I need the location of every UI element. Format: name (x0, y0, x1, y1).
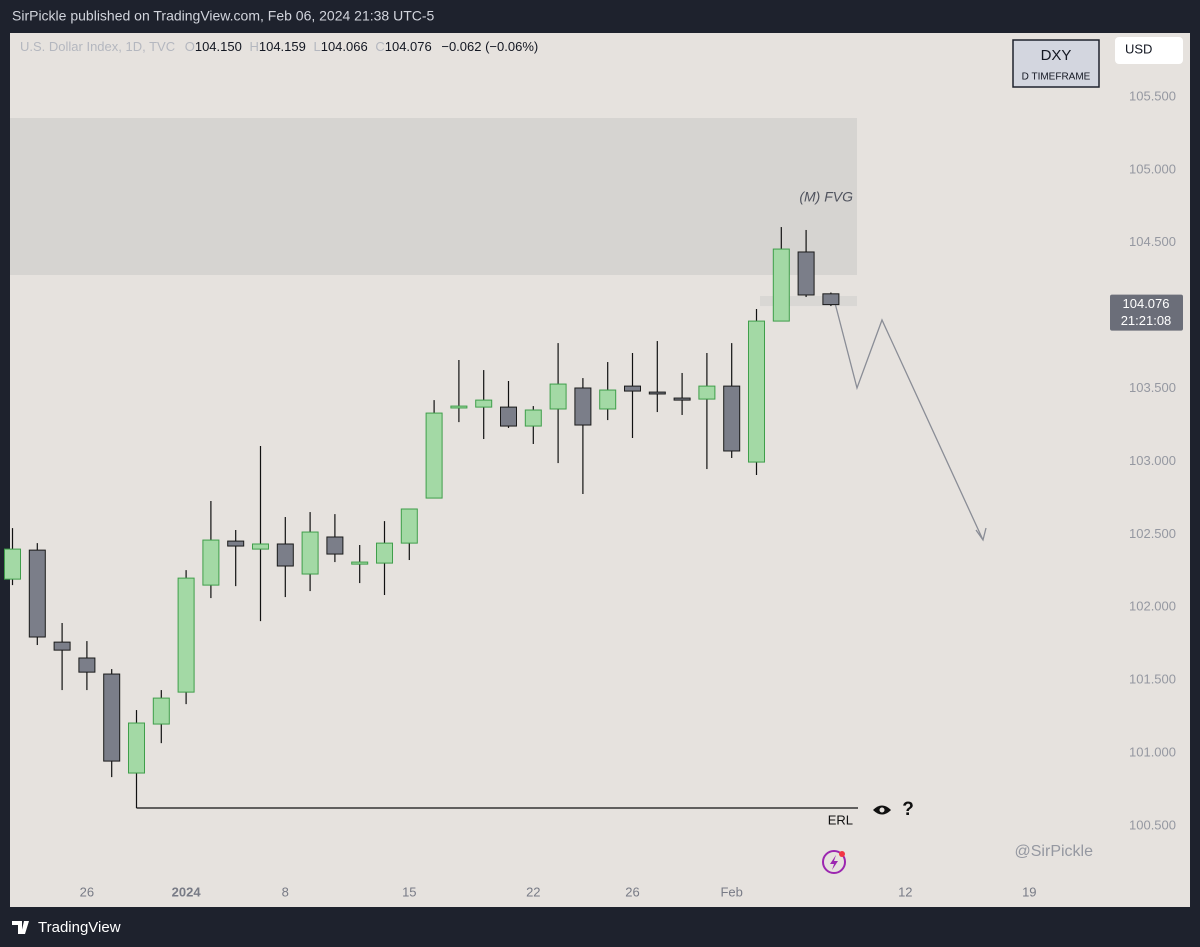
x-tick-label: 2024 (172, 884, 202, 899)
legend-change: −0.062 (−0.06%) (441, 39, 538, 54)
symbol-title: U.S. Dollar Index, 1D, TVC (20, 39, 175, 54)
projection-arrow (834, 302, 987, 542)
lightning-icon (822, 850, 846, 874)
currency[interactable]: USD (1125, 41, 1152, 56)
x-tick-label: 12 (898, 884, 912, 899)
candle-body-up (128, 722, 145, 774)
x-tick-label: Feb (720, 884, 742, 899)
legend-value: 104.150 (195, 39, 242, 54)
x-tick-label: 26 (80, 884, 94, 899)
candle-body-up (301, 531, 319, 575)
candle-body-up (202, 539, 220, 586)
symbol-box (1012, 39, 1100, 88)
last-price: 104.076 (1123, 296, 1170, 311)
y-tick-label: 102.500 (1129, 526, 1176, 541)
x-tick-label: 8 (282, 884, 289, 899)
candle-body-down (723, 385, 741, 452)
y-tick-label: 103.000 (1129, 453, 1176, 468)
x-tick-label: 19 (1022, 884, 1036, 899)
level-label: ERL (828, 812, 853, 827)
candle-body-up (425, 412, 443, 499)
candle-body-down (28, 549, 46, 638)
timeframe: D TIMEFRAME (1022, 72, 1091, 83)
legend-value: 104.076 (385, 39, 432, 54)
x-tick-label: 26 (625, 884, 639, 899)
candle-body-down (53, 641, 71, 651)
candle-body-down (797, 251, 815, 296)
candle-body-up (475, 399, 493, 408)
y-tick-label: 102.000 (1129, 599, 1176, 614)
legend-value: 104.159 (259, 39, 306, 54)
question-mark: ? (902, 799, 914, 820)
y-tick-label: 101.000 (1129, 744, 1176, 759)
legend-value: 104.066 (321, 39, 368, 54)
symbol: DXY (1041, 47, 1072, 64)
candle-body-down (673, 397, 691, 401)
y-tick-label: 101.500 (1129, 672, 1176, 687)
legend: U.S. Dollar Index, 1D, TVC O104.150 H104… (20, 39, 538, 54)
footer-logo (12, 921, 29, 934)
candle-body-up (450, 405, 468, 409)
watermark: @SirPickle (1015, 843, 1094, 860)
candle-body-up (748, 320, 765, 463)
y-tick-label: 105.500 (1129, 88, 1176, 103)
candle-body-up (4, 548, 21, 580)
legend-label: C (375, 39, 384, 54)
candle-body-down (103, 673, 121, 762)
candle-body-up (524, 409, 542, 427)
zones: (M) FVG (10, 117, 857, 307)
candle-body-down (574, 387, 592, 426)
legend-label: O (185, 39, 195, 54)
publish-note: SirPickle published on TradingView.com, … (12, 8, 435, 24)
zone (10, 117, 857, 276)
zone (760, 296, 857, 307)
candle-body-up (549, 383, 567, 410)
y-tick-label: 105.000 (1129, 161, 1176, 176)
candle-body-down (822, 293, 840, 306)
candle-body-up (772, 248, 790, 322)
candle-body-up (599, 389, 617, 410)
candle-body-up (152, 697, 170, 725)
x-tick-label: 22 (526, 884, 540, 899)
legend-label: L (313, 39, 320, 54)
currency-button[interactable] (1115, 37, 1183, 64)
candle-body-down (326, 536, 344, 555)
candle-body-up (351, 561, 369, 565)
countdown: 21:21:08 (1121, 313, 1172, 328)
candle-body-down (78, 657, 96, 673)
candle-body-up (376, 542, 393, 564)
y-tick-label: 103.500 (1129, 380, 1176, 395)
legend-label: H (249, 39, 258, 54)
candle-body-down (227, 540, 245, 547)
eye-icon (873, 805, 891, 815)
candle-body-down (276, 543, 294, 567)
footer-brand: TradingView (38, 919, 121, 936)
y-tick-label: 104.500 (1129, 234, 1176, 249)
candle-body-up (400, 508, 418, 544)
x-tick-label: 15 (402, 884, 416, 899)
candle-body-up (177, 577, 195, 693)
candle-body-down (624, 385, 641, 392)
candle-body-up (698, 385, 716, 400)
last-price-box (1110, 294, 1183, 331)
candle-body-down (500, 406, 517, 427)
y-tick-label: 100.500 (1129, 817, 1176, 832)
zone-label: (M) FVG (799, 189, 853, 205)
candle-body-down (648, 391, 666, 395)
candle-body-up (252, 543, 269, 550)
